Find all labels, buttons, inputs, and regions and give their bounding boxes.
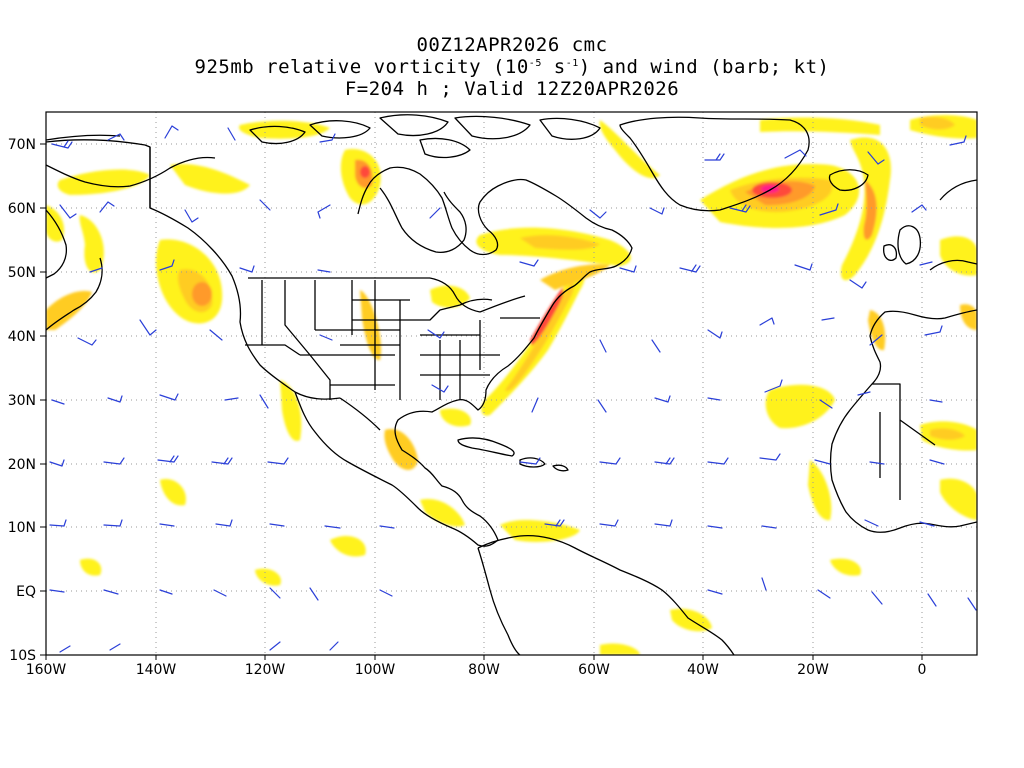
lat-label: 10N [8, 520, 36, 536]
longitude-labels: 160W 140W 120W 100W 80W 60W 40W 20W 0 [26, 662, 927, 678]
lon-label: 140W [136, 662, 177, 678]
axis-ticks [40, 143, 923, 660]
lat-label: 20N [8, 457, 36, 473]
lon-label: 120W [245, 662, 286, 678]
lat-label: 40N [8, 329, 36, 345]
latlon-grid [46, 112, 977, 655]
lon-label: 60W [578, 662, 610, 678]
lat-label: EQ [16, 584, 36, 600]
plot-titles: 00Z12APR2026 cmc 925mb relative vorticit… [0, 34, 1024, 100]
lat-label: 30N [8, 393, 36, 409]
lat-label: 10S [9, 648, 36, 664]
lon-label: 160W [26, 662, 67, 678]
vorticity-shading [46, 115, 977, 655]
coastlines [46, 114, 977, 655]
lon-label: 80W [468, 662, 500, 678]
lat-label: 70N [8, 137, 36, 153]
title-valid-time: F=204 h ; Valid 12Z20APR2026 [344, 78, 680, 100]
lon-label: 0 [918, 662, 927, 678]
plot-frame [45, 111, 978, 656]
title-model-run: 00Z12APR2026 cmc [416, 34, 608, 56]
lon-label: 100W [355, 662, 396, 678]
lat-label: 60N [8, 201, 36, 217]
latitude-labels: 70N 60N 50N 40N 30N 20N 10N EQ 10S [8, 137, 36, 664]
title-field: 925mb relative vorticity (10-5 s-1) and … [194, 56, 830, 78]
lat-label: 50N [8, 265, 36, 281]
lon-label: 40W [687, 662, 719, 678]
lon-label: 20W [797, 662, 829, 678]
wind-barbs [49, 125, 977, 653]
